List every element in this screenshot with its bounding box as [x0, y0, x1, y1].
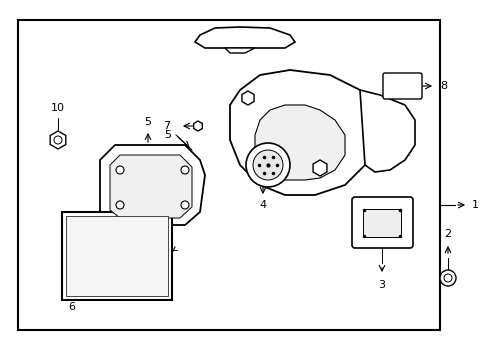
- FancyBboxPatch shape: [352, 197, 413, 248]
- Text: 10: 10: [51, 103, 65, 113]
- Bar: [363, 209, 401, 237]
- Polygon shape: [230, 70, 375, 195]
- Circle shape: [116, 201, 124, 209]
- Text: 5: 5: [145, 117, 151, 127]
- Polygon shape: [360, 90, 415, 172]
- Text: 11: 11: [198, 36, 212, 46]
- Polygon shape: [110, 155, 192, 218]
- Polygon shape: [100, 145, 205, 225]
- Text: 8: 8: [440, 81, 447, 91]
- Polygon shape: [140, 225, 168, 242]
- Bar: [62, 212, 172, 300]
- FancyBboxPatch shape: [383, 73, 422, 99]
- Circle shape: [253, 150, 283, 180]
- Bar: [66, 216, 168, 296]
- Circle shape: [116, 166, 124, 174]
- Bar: [18, 20, 440, 330]
- Text: 3: 3: [378, 280, 386, 290]
- Polygon shape: [255, 105, 345, 180]
- Text: 4: 4: [259, 200, 267, 210]
- Polygon shape: [225, 48, 255, 53]
- Text: 6: 6: [69, 302, 75, 312]
- Circle shape: [181, 201, 189, 209]
- Text: 9: 9: [317, 121, 323, 131]
- Circle shape: [444, 274, 452, 282]
- Text: 7: 7: [163, 121, 170, 131]
- Text: 1: 1: [472, 200, 479, 210]
- Circle shape: [181, 166, 189, 174]
- Text: 2: 2: [444, 229, 452, 239]
- Circle shape: [440, 270, 456, 286]
- Circle shape: [54, 136, 62, 144]
- Circle shape: [246, 143, 290, 187]
- Text: 5: 5: [165, 130, 172, 140]
- Polygon shape: [195, 27, 295, 48]
